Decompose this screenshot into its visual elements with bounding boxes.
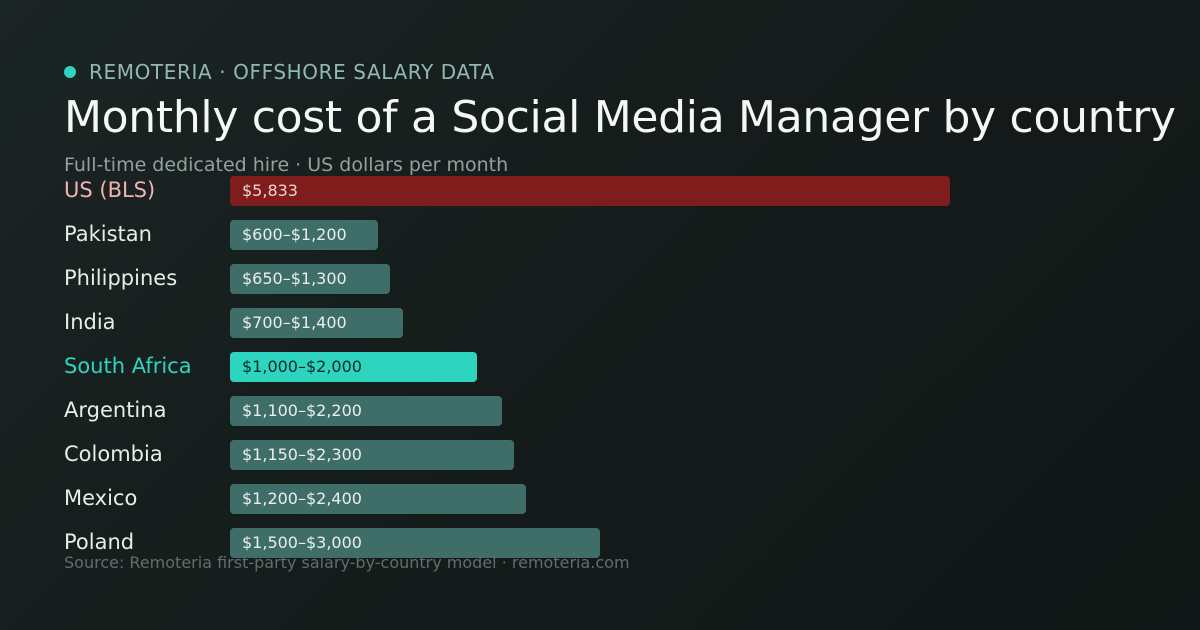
category-label: India	[64, 310, 116, 334]
bar: $1,200–$2,400	[230, 484, 526, 514]
category-label: Mexico	[64, 486, 138, 510]
brand-dot-icon	[64, 66, 76, 78]
bar-row: Pakistan $600–$1,200	[0, 220, 1200, 250]
bar: $650–$1,300	[230, 264, 390, 294]
bar-row: India $700–$1,400	[0, 308, 1200, 338]
bar-row: US (BLS) $5,833	[0, 176, 1200, 206]
bar-row: Colombia $1,150–$2,300	[0, 440, 1200, 470]
bar: $600–$1,200	[230, 220, 378, 250]
bar-value-label: $1,500–$3,000	[242, 533, 362, 552]
bar-row: Argentina $1,100–$2,200	[0, 396, 1200, 426]
bar: $700–$1,400	[230, 308, 403, 338]
category-label: Philippines	[64, 266, 178, 290]
bar: $1,150–$2,300	[230, 440, 514, 470]
bar: $5,833	[230, 176, 950, 206]
brand-line: REMOTERIA · OFFSHORE SALARY DATA	[64, 58, 495, 86]
bar-row: Mexico $1,200–$2,400	[0, 484, 1200, 514]
category-label: Colombia	[64, 442, 163, 466]
category-label: Poland	[64, 530, 135, 554]
chart-title: Monthly cost of a Social Media Manager b…	[64, 92, 1176, 143]
category-label: South Africa	[64, 354, 192, 378]
bar-value-label: $1,200–$2,400	[242, 489, 362, 508]
category-label: US (BLS)	[64, 178, 156, 202]
bar-value-label: $650–$1,300	[242, 269, 347, 288]
category-label: Argentina	[64, 398, 167, 422]
bar: $1,000–$2,000	[230, 352, 477, 382]
bar-value-label: $5,833	[242, 181, 298, 200]
category-label: Pakistan	[64, 222, 152, 246]
bar: $1,500–$3,000	[230, 528, 600, 558]
brand-text: REMOTERIA · OFFSHORE SALARY DATA	[89, 60, 495, 84]
bar-value-label: $1,100–$2,200	[242, 401, 362, 420]
bar-row: Philippines $650–$1,300	[0, 264, 1200, 294]
brand-header: REMOTERIA · OFFSHORE SALARY DATA	[64, 58, 495, 86]
bar: $1,100–$2,200	[230, 396, 502, 426]
bar-value-label: $1,150–$2,300	[242, 445, 362, 464]
bar-row: Poland $1,500–$3,000	[0, 528, 1200, 558]
source-note: Source: Remoteria first-party salary-by-…	[64, 553, 630, 572]
bar-value-label: $700–$1,400	[242, 313, 347, 332]
bar-value-label: $600–$1,200	[242, 225, 347, 244]
chart-subtitle: Full-time dedicated hire · US dollars pe…	[64, 154, 509, 176]
bar-value-label: $1,000–$2,000	[242, 357, 362, 376]
bar-row: South Africa $1,000–$2,000	[0, 352, 1200, 382]
